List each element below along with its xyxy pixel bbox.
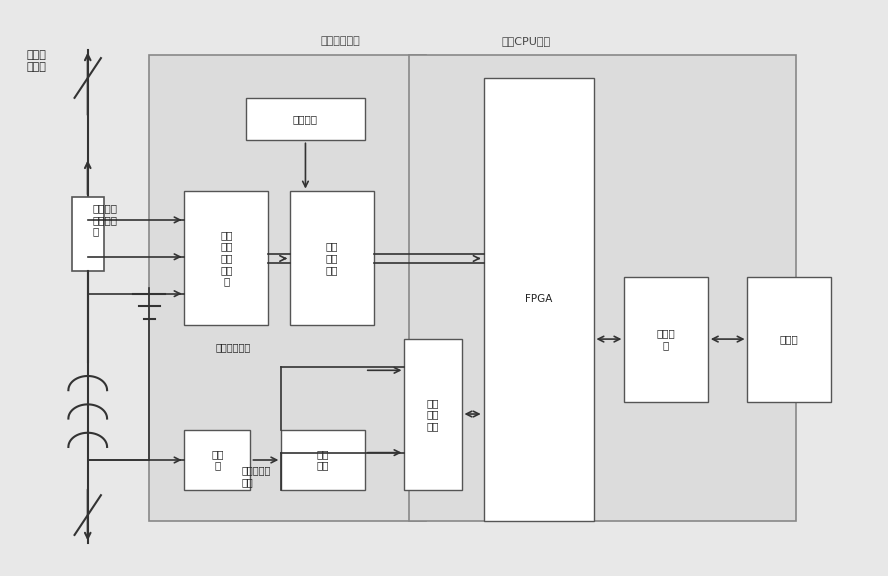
Bar	[748, 276, 831, 401]
Bar	[149, 55, 426, 521]
Text: 上位机: 上位机	[780, 334, 798, 344]
Text: 电源模块: 电源模块	[293, 114, 318, 124]
Bar	[404, 339, 462, 490]
Bar	[246, 98, 365, 141]
Text: 合并
单元: 合并 单元	[317, 449, 329, 471]
Text: 串行光纤接口: 串行光纤接口	[215, 343, 250, 353]
Text: 以太网光纤
接口: 以太网光纤 接口	[242, 465, 271, 487]
Bar	[408, 55, 796, 521]
Text: 前置
采样
模块: 前置 采样 模块	[326, 241, 338, 275]
Text: 前端采集设备: 前端采集设备	[321, 36, 361, 46]
Bar	[290, 191, 374, 325]
Bar	[624, 276, 708, 401]
Text: 内置
多通
道分
压模
块: 内置 多通 道分 压模 块	[220, 230, 233, 286]
Text: FPGA: FPGA	[525, 294, 552, 304]
Bar	[185, 191, 268, 325]
Bar	[185, 430, 250, 490]
Bar	[72, 197, 104, 271]
Text: 光纤
接口
单元: 光纤 接口 单元	[427, 397, 440, 431]
Text: 微处理
器: 微处理 器	[657, 328, 676, 350]
Text: 主控CPU模块: 主控CPU模块	[501, 36, 551, 46]
Text: 采集
器: 采集 器	[211, 449, 224, 471]
Bar	[281, 430, 365, 490]
Text: 模拟量输
入接口单
元: 模拟量输 入接口单 元	[92, 203, 117, 237]
Text: 一次电
流导线: 一次电 流导线	[26, 50, 46, 72]
Bar	[484, 78, 593, 521]
